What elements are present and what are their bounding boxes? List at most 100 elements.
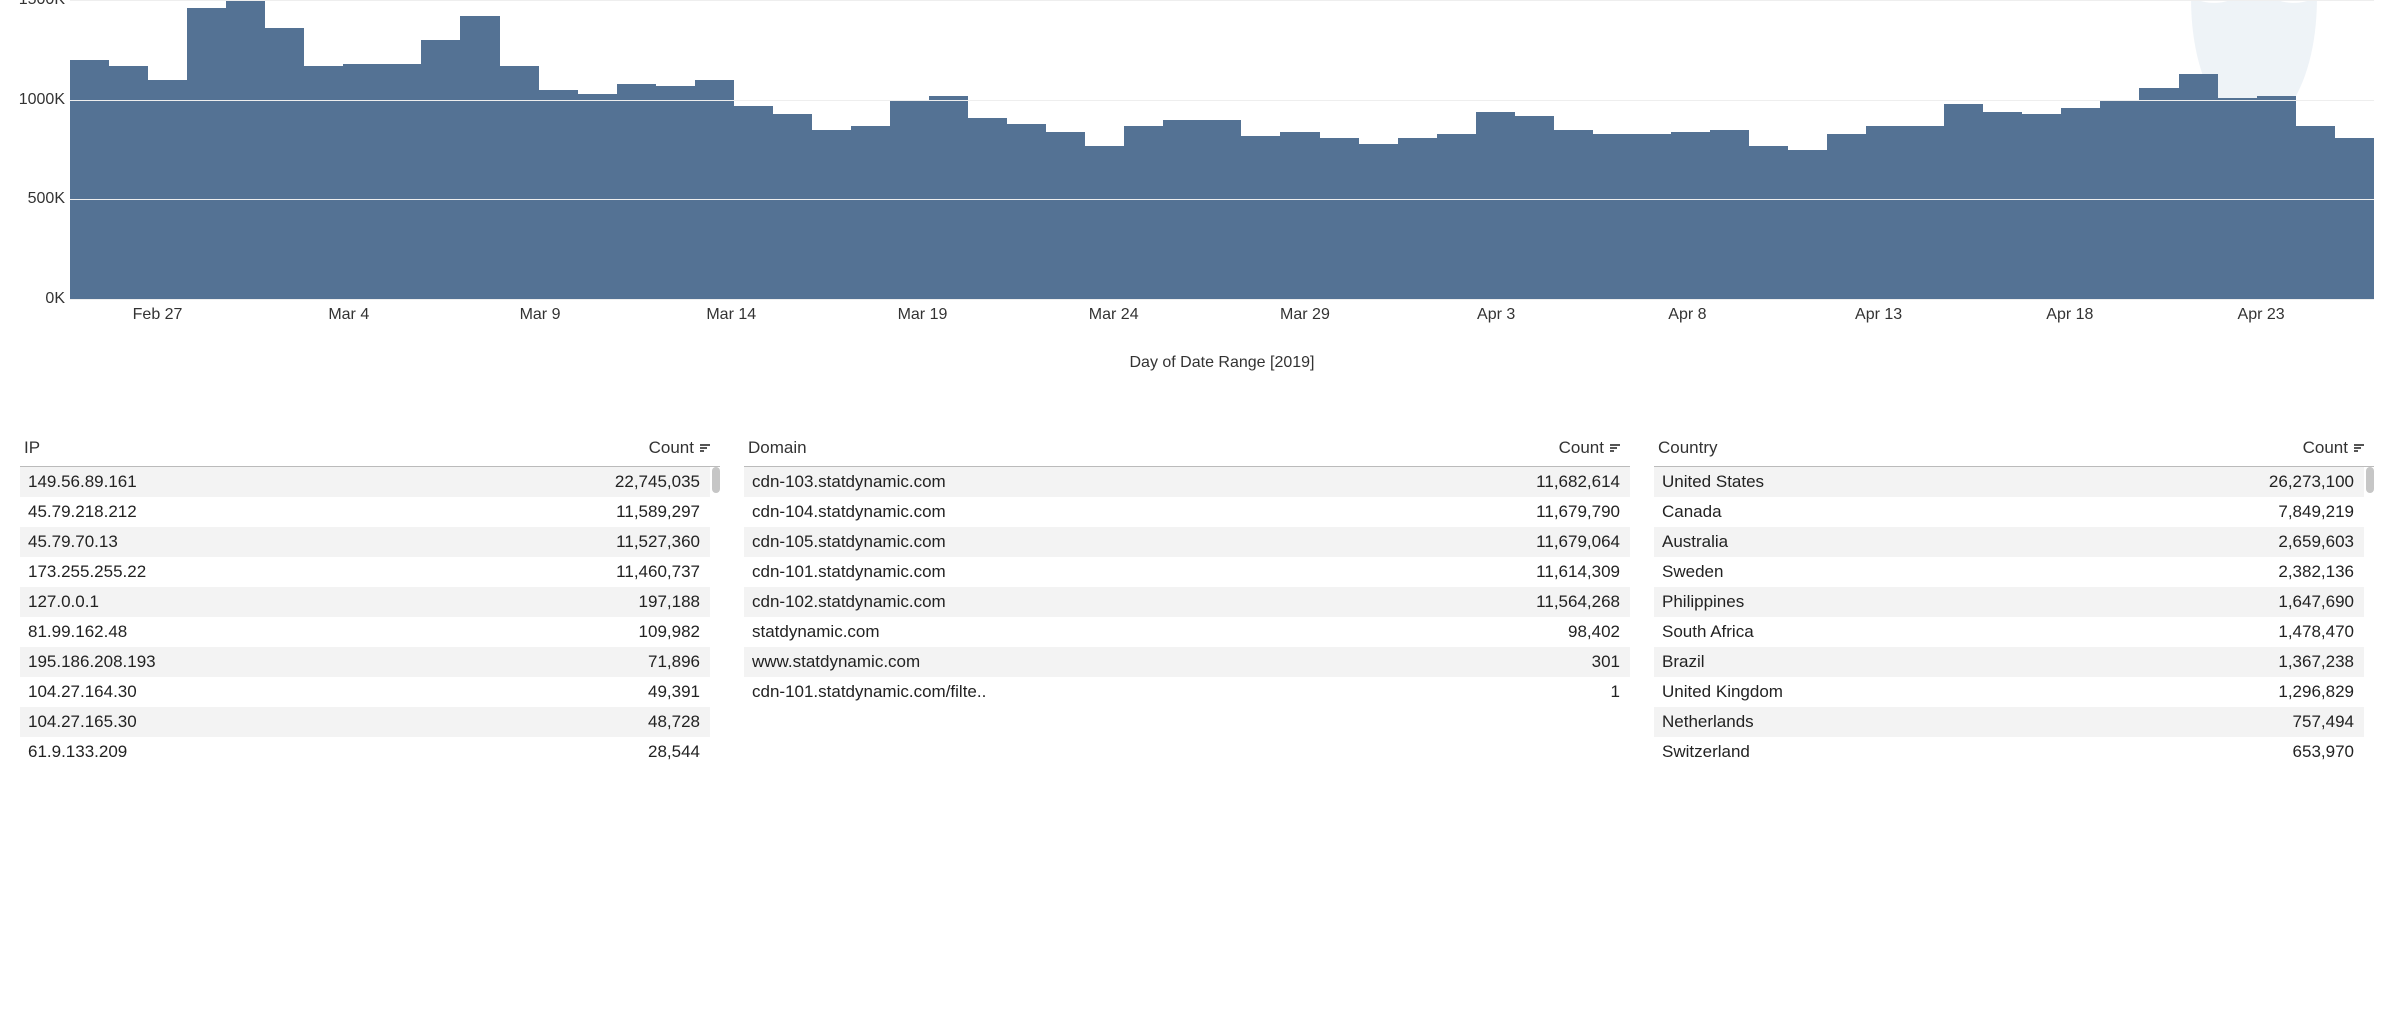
bar[interactable]: [2257, 96, 2296, 299]
bar[interactable]: [1007, 124, 1046, 299]
bar[interactable]: [851, 126, 890, 299]
table-row[interactable]: cdn-102.statdynamic.com11,564,268: [744, 587, 1630, 617]
bar[interactable]: [1398, 138, 1437, 299]
bar[interactable]: [1085, 146, 1124, 299]
bar[interactable]: [1749, 146, 1788, 299]
bar[interactable]: [1554, 130, 1593, 299]
bar[interactable]: [2335, 138, 2374, 299]
bar[interactable]: [1983, 112, 2022, 299]
bar[interactable]: [1320, 138, 1359, 299]
table-row[interactable]: cdn-101.statdynamic.com/filte..1: [744, 677, 1630, 707]
bar[interactable]: [812, 130, 851, 299]
bar[interactable]: [1905, 126, 1944, 299]
domain-table-header[interactable]: Domain Count: [744, 432, 1630, 467]
x-tick-label: Apr 18: [2046, 306, 2093, 324]
bar[interactable]: [2022, 114, 2061, 299]
bar[interactable]: [929, 96, 968, 299]
table-row[interactable]: 195.186.208.19371,896: [20, 647, 710, 677]
bar[interactable]: [1632, 134, 1671, 299]
ip-table-header[interactable]: IP Count: [20, 432, 720, 467]
bar[interactable]: [2139, 88, 2178, 299]
x-tick-label: Apr 13: [1855, 306, 1902, 324]
bar[interactable]: [1241, 136, 1280, 299]
table-row[interactable]: Canada7,849,219: [1654, 497, 2364, 527]
bar[interactable]: [1593, 134, 1632, 299]
bar[interactable]: [500, 66, 539, 299]
table-row[interactable]: United States26,273,100: [1654, 467, 2364, 497]
table-row[interactable]: United Kingdom1,296,829: [1654, 677, 2364, 707]
bar[interactable]: [421, 40, 460, 299]
bar[interactable]: [1710, 130, 1749, 299]
table-row[interactable]: 81.99.162.48109,982: [20, 617, 710, 647]
bar[interactable]: [539, 90, 578, 299]
table-row[interactable]: 45.79.218.21211,589,297: [20, 497, 710, 527]
scrollbar-thumb[interactable]: [712, 467, 720, 493]
table-row[interactable]: statdynamic.com98,402: [744, 617, 1630, 647]
table-row[interactable]: cdn-103.statdynamic.com11,682,614: [744, 467, 1630, 497]
row-key: Sweden: [1662, 562, 1723, 582]
bar[interactable]: [734, 106, 773, 299]
table-row[interactable]: 173.255.255.2211,460,737: [20, 557, 710, 587]
bar[interactable]: [2061, 108, 2100, 299]
row-key: Canada: [1662, 502, 1722, 522]
domain-header-count[interactable]: Count: [1559, 438, 1620, 458]
bar[interactable]: [1515, 116, 1554, 299]
bar[interactable]: [148, 80, 187, 299]
table-row[interactable]: 61.9.133.20928,544: [20, 737, 710, 767]
table-row[interactable]: 45.79.70.1311,527,360: [20, 527, 710, 557]
bar[interactable]: [1437, 134, 1476, 299]
bar[interactable]: [2296, 126, 2335, 299]
bar[interactable]: [265, 28, 304, 299]
bar[interactable]: [460, 16, 499, 299]
bar[interactable]: [1124, 126, 1163, 299]
bar[interactable]: [578, 94, 617, 299]
bar[interactable]: [1476, 112, 1515, 299]
table-row[interactable]: 104.27.164.3049,391: [20, 677, 710, 707]
table-row[interactable]: Sweden2,382,136: [1654, 557, 2364, 587]
bar[interactable]: [1280, 132, 1319, 299]
bar[interactable]: [1046, 132, 1085, 299]
table-row[interactable]: 149.56.89.16122,745,035: [20, 467, 710, 497]
bar[interactable]: [617, 84, 656, 299]
row-key: United States: [1662, 472, 1764, 492]
table-row[interactable]: www.statdynamic.com301: [744, 647, 1630, 677]
bar[interactable]: [968, 118, 1007, 299]
scrollbar[interactable]: [2366, 467, 2374, 767]
table-row[interactable]: cdn-101.statdynamic.com11,614,309: [744, 557, 1630, 587]
bar[interactable]: [1359, 144, 1398, 299]
bar[interactable]: [656, 86, 695, 299]
table-row[interactable]: 127.0.0.1197,188: [20, 587, 710, 617]
table-row[interactable]: Switzerland653,970: [1654, 737, 2364, 767]
bar[interactable]: [304, 66, 343, 299]
bar[interactable]: [1827, 134, 1866, 299]
bar[interactable]: [70, 60, 109, 299]
bar[interactable]: [226, 0, 265, 299]
table-row[interactable]: cdn-105.statdynamic.com11,679,064: [744, 527, 1630, 557]
bar[interactable]: [695, 80, 734, 299]
table-row[interactable]: Philippines1,647,690: [1654, 587, 2364, 617]
table-row[interactable]: cdn-104.statdynamic.com11,679,790: [744, 497, 1630, 527]
bar[interactable]: [1202, 120, 1241, 299]
country-table-header[interactable]: Country Count: [1654, 432, 2374, 467]
table-row[interactable]: South Africa1,478,470: [1654, 617, 2364, 647]
table-row[interactable]: Australia2,659,603: [1654, 527, 2364, 557]
table-row[interactable]: 104.27.165.3048,728: [20, 707, 710, 737]
bar[interactable]: [2179, 74, 2218, 299]
table-row[interactable]: Brazil1,367,238: [1654, 647, 2364, 677]
table-row[interactable]: Netherlands757,494: [1654, 707, 2364, 737]
bar[interactable]: [1944, 104, 1983, 299]
bar[interactable]: [1788, 150, 1827, 300]
bar[interactable]: [109, 66, 148, 299]
x-tick-label: Apr 8: [1668, 306, 1706, 324]
row-value: 11,460,737: [616, 562, 700, 582]
bar[interactable]: [187, 8, 226, 299]
bar[interactable]: [1866, 126, 1905, 299]
scrollbar-thumb[interactable]: [2366, 467, 2374, 493]
bar[interactable]: [1671, 132, 1710, 299]
row-value: 11,679,790: [1536, 502, 1620, 522]
bar[interactable]: [773, 114, 812, 299]
bar[interactable]: [1163, 120, 1202, 299]
scrollbar[interactable]: [712, 467, 720, 767]
ip-header-count[interactable]: Count: [649, 438, 710, 458]
country-header-count[interactable]: Count: [2303, 438, 2364, 458]
